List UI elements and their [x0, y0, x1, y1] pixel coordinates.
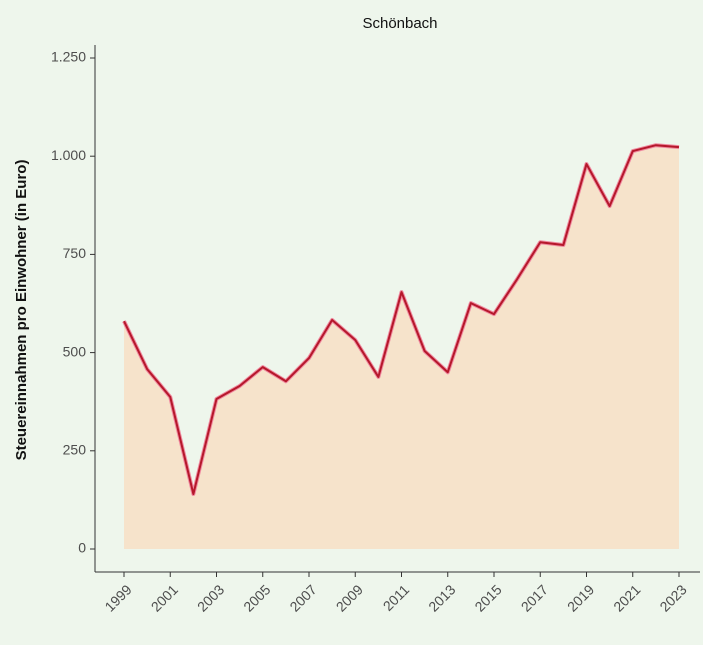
y-tick-label: 0: [78, 540, 86, 556]
line: [123, 144, 680, 496]
y-tick-label: 1.000: [51, 147, 86, 163]
y-tick-label: 500: [63, 343, 87, 359]
y-tick-label: 1.250: [51, 49, 86, 65]
area: [124, 145, 679, 549]
chart-title: Schönbach: [362, 15, 437, 32]
y-tick-label: 750: [63, 245, 87, 261]
y-tick-label: 250: [63, 442, 87, 458]
y-axis-label: Steuereinnahmen pro Einwohner (in Euro): [13, 160, 30, 461]
